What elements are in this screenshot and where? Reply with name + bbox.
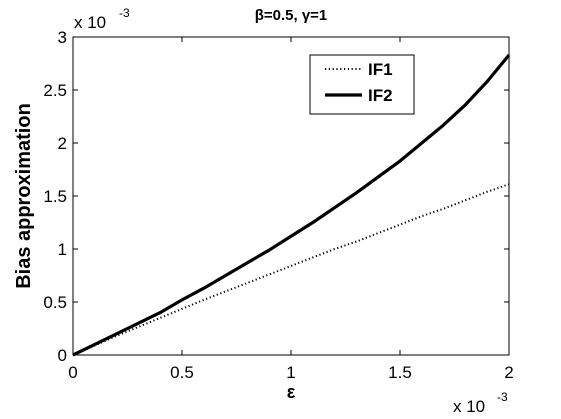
plot-frame [72,36,510,356]
series-line-if2 [72,54,511,357]
x-axis-multiplier: x 10 -3 [453,390,508,416]
x-axis-ticks: 0 0.5 1 1.5 2 [68,37,514,382]
x-tick-label: 0.5 [170,363,194,382]
y-tick-label: 3 [58,28,67,47]
y-tick-label: 0.5 [43,293,67,312]
y-tick-label: 2.5 [43,81,67,100]
plot-area-background [73,37,509,355]
x-axis-label: ε [287,382,296,402]
x-tick-label: 2 [504,363,513,382]
legend-box [309,54,415,115]
y-tick-label: 1 [58,240,67,259]
legend: IF1 IF2 [309,54,415,115]
chart-title: β=0.5, γ=1 [255,7,328,24]
x-tick-label: 1.5 [388,363,412,382]
legend-label-if1: IF1 [368,60,393,79]
plot-lines [72,54,511,357]
y-axis-label: Bias approximation [13,103,35,289]
x-axis-multiplier-exponent: -3 [497,390,508,404]
x-tick-label: 1 [286,363,295,382]
y-tick-label: 0 [58,346,67,365]
y-axis-multiplier: x 10 -3 [74,6,130,32]
legend-label-if2: IF2 [368,86,393,105]
y-axis-multiplier-exponent: -3 [119,6,130,20]
y-axis-multiplier-base: x 10 [74,13,106,32]
y-axis-ticks: 0 0.5 1 1.5 2 2.5 3 [43,28,509,365]
y-tick-label: 1.5 [43,187,67,206]
x-axis-multiplier-base: x 10 [453,397,485,414]
x-tick-label: 0 [68,363,77,382]
y-tick-label: 2 [58,134,67,153]
